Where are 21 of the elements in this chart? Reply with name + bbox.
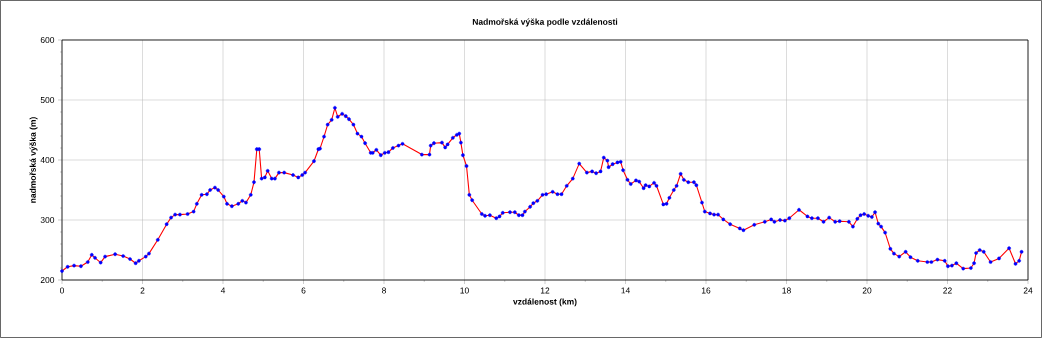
- x-tick-label: 2: [140, 287, 145, 294]
- y-axis-title: nadmořská výška (m): [29, 117, 38, 203]
- x-tick-label: 18: [782, 287, 791, 294]
- y-tick-label: 200: [40, 277, 55, 283]
- x-tick-label: 8: [382, 287, 386, 294]
- x-tick-label: 12: [540, 287, 550, 294]
- x-tick-label: 10: [460, 287, 469, 294]
- x-axis-title: vzdálenost (km): [513, 298, 577, 307]
- x-tick-label: 0: [59, 287, 65, 294]
- y-tick-label: 500: [40, 97, 55, 103]
- y-tick-label: 400: [40, 157, 55, 163]
- x-tick-label: 24: [1023, 287, 1033, 294]
- x-tick-label: 4: [220, 287, 226, 294]
- chart-title: Nadmořská výška podle vzdálenosti: [472, 18, 618, 27]
- y-tick-label: 600: [40, 37, 55, 43]
- x-tick-label: 16: [701, 287, 711, 294]
- x-tick-label: 6: [301, 287, 306, 294]
- x-tick-label: 20: [862, 287, 872, 294]
- y-tick-label: 300: [40, 217, 55, 223]
- x-tick-label: 22: [943, 287, 952, 294]
- x-tick-label: 14: [621, 287, 630, 294]
